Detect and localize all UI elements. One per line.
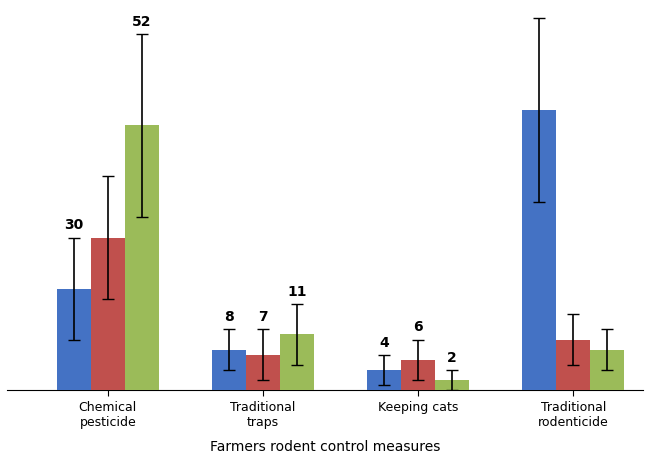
Bar xyxy=(401,360,435,391)
Text: 8: 8 xyxy=(224,310,234,324)
Text: 2: 2 xyxy=(447,351,457,365)
Text: 30: 30 xyxy=(64,219,83,232)
Bar xyxy=(435,380,469,391)
Text: 6: 6 xyxy=(413,320,423,335)
Text: 52: 52 xyxy=(132,15,151,28)
Bar xyxy=(280,335,314,391)
Bar xyxy=(91,237,125,391)
Bar xyxy=(246,355,280,391)
X-axis label: Farmers rodent control measures: Farmers rodent control measures xyxy=(210,440,440,454)
Bar xyxy=(57,289,91,391)
Bar xyxy=(590,350,625,391)
Bar xyxy=(125,126,159,391)
Text: 11: 11 xyxy=(287,285,307,299)
Bar xyxy=(367,370,401,391)
Bar xyxy=(522,110,556,391)
Bar xyxy=(212,350,246,391)
Text: 7: 7 xyxy=(258,310,268,324)
Text: 4: 4 xyxy=(379,336,389,350)
Bar xyxy=(556,339,590,391)
